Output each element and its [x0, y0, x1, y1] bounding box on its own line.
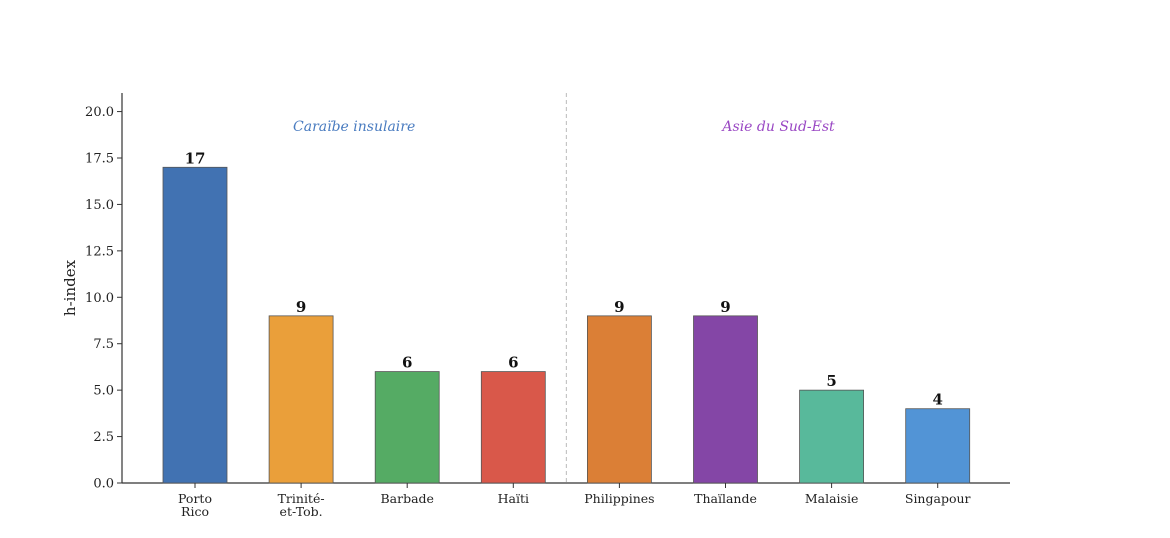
x-tick-label: Barbade: [380, 491, 433, 506]
bar-value-label: 6: [508, 354, 518, 372]
x-tick-label: Thaïlande: [694, 491, 757, 506]
bar: [268, 315, 334, 484]
bar-value-label: 5: [826, 372, 836, 390]
group-label: Asie du Sud-Est: [720, 119, 835, 135]
y-tick-label: 0.0: [93, 477, 114, 492]
x-tick-label: Philippines: [584, 491, 654, 506]
bar-value-label: 4: [932, 391, 942, 409]
y-axis-label: h-index: [61, 259, 79, 316]
bar: [587, 315, 652, 484]
y-tick-label: 7.5: [93, 337, 114, 352]
bar: [162, 166, 228, 484]
bar: [799, 389, 864, 484]
plot-area: 0.0 2.5 5.0 7.5 10.0 12.5 15.0 17.5 20.0 h-index C…: [61, 93, 1010, 519]
x-tick-label: Haïti: [498, 491, 529, 506]
bar: [480, 371, 546, 484]
y-tick-label: 15.0: [85, 198, 114, 213]
y-tick-label: 20.0: [85, 105, 114, 120]
x-tick-label: Rico: [181, 504, 209, 519]
x-tick-label: Malaisie: [805, 491, 859, 506]
bar-value-label: 9: [296, 298, 306, 316]
y-tick-label: 17.5: [85, 152, 114, 167]
group-label: Caraïbe insulaire: [293, 119, 415, 135]
x-tick-label: Trinité-: [278, 491, 325, 506]
x-tick-label: Singapour: [905, 491, 971, 506]
y-tick-label: 12.5: [85, 244, 114, 259]
bar-value-label: 6: [402, 354, 412, 372]
y-tick-label: 2.5: [93, 430, 114, 445]
y-tick-label: 10.0: [85, 291, 114, 306]
x-tick-label: et-Tob.: [280, 504, 323, 519]
bar-value-label: 9: [720, 298, 730, 316]
x-tick-label: Porto: [178, 491, 212, 506]
bar: [693, 315, 758, 484]
bar-value-label: 9: [614, 298, 624, 316]
bar-value-label: 17: [185, 149, 206, 167]
y-tick-label: 5.0: [93, 384, 114, 399]
bar: [374, 371, 440, 484]
bar: [905, 408, 971, 484]
